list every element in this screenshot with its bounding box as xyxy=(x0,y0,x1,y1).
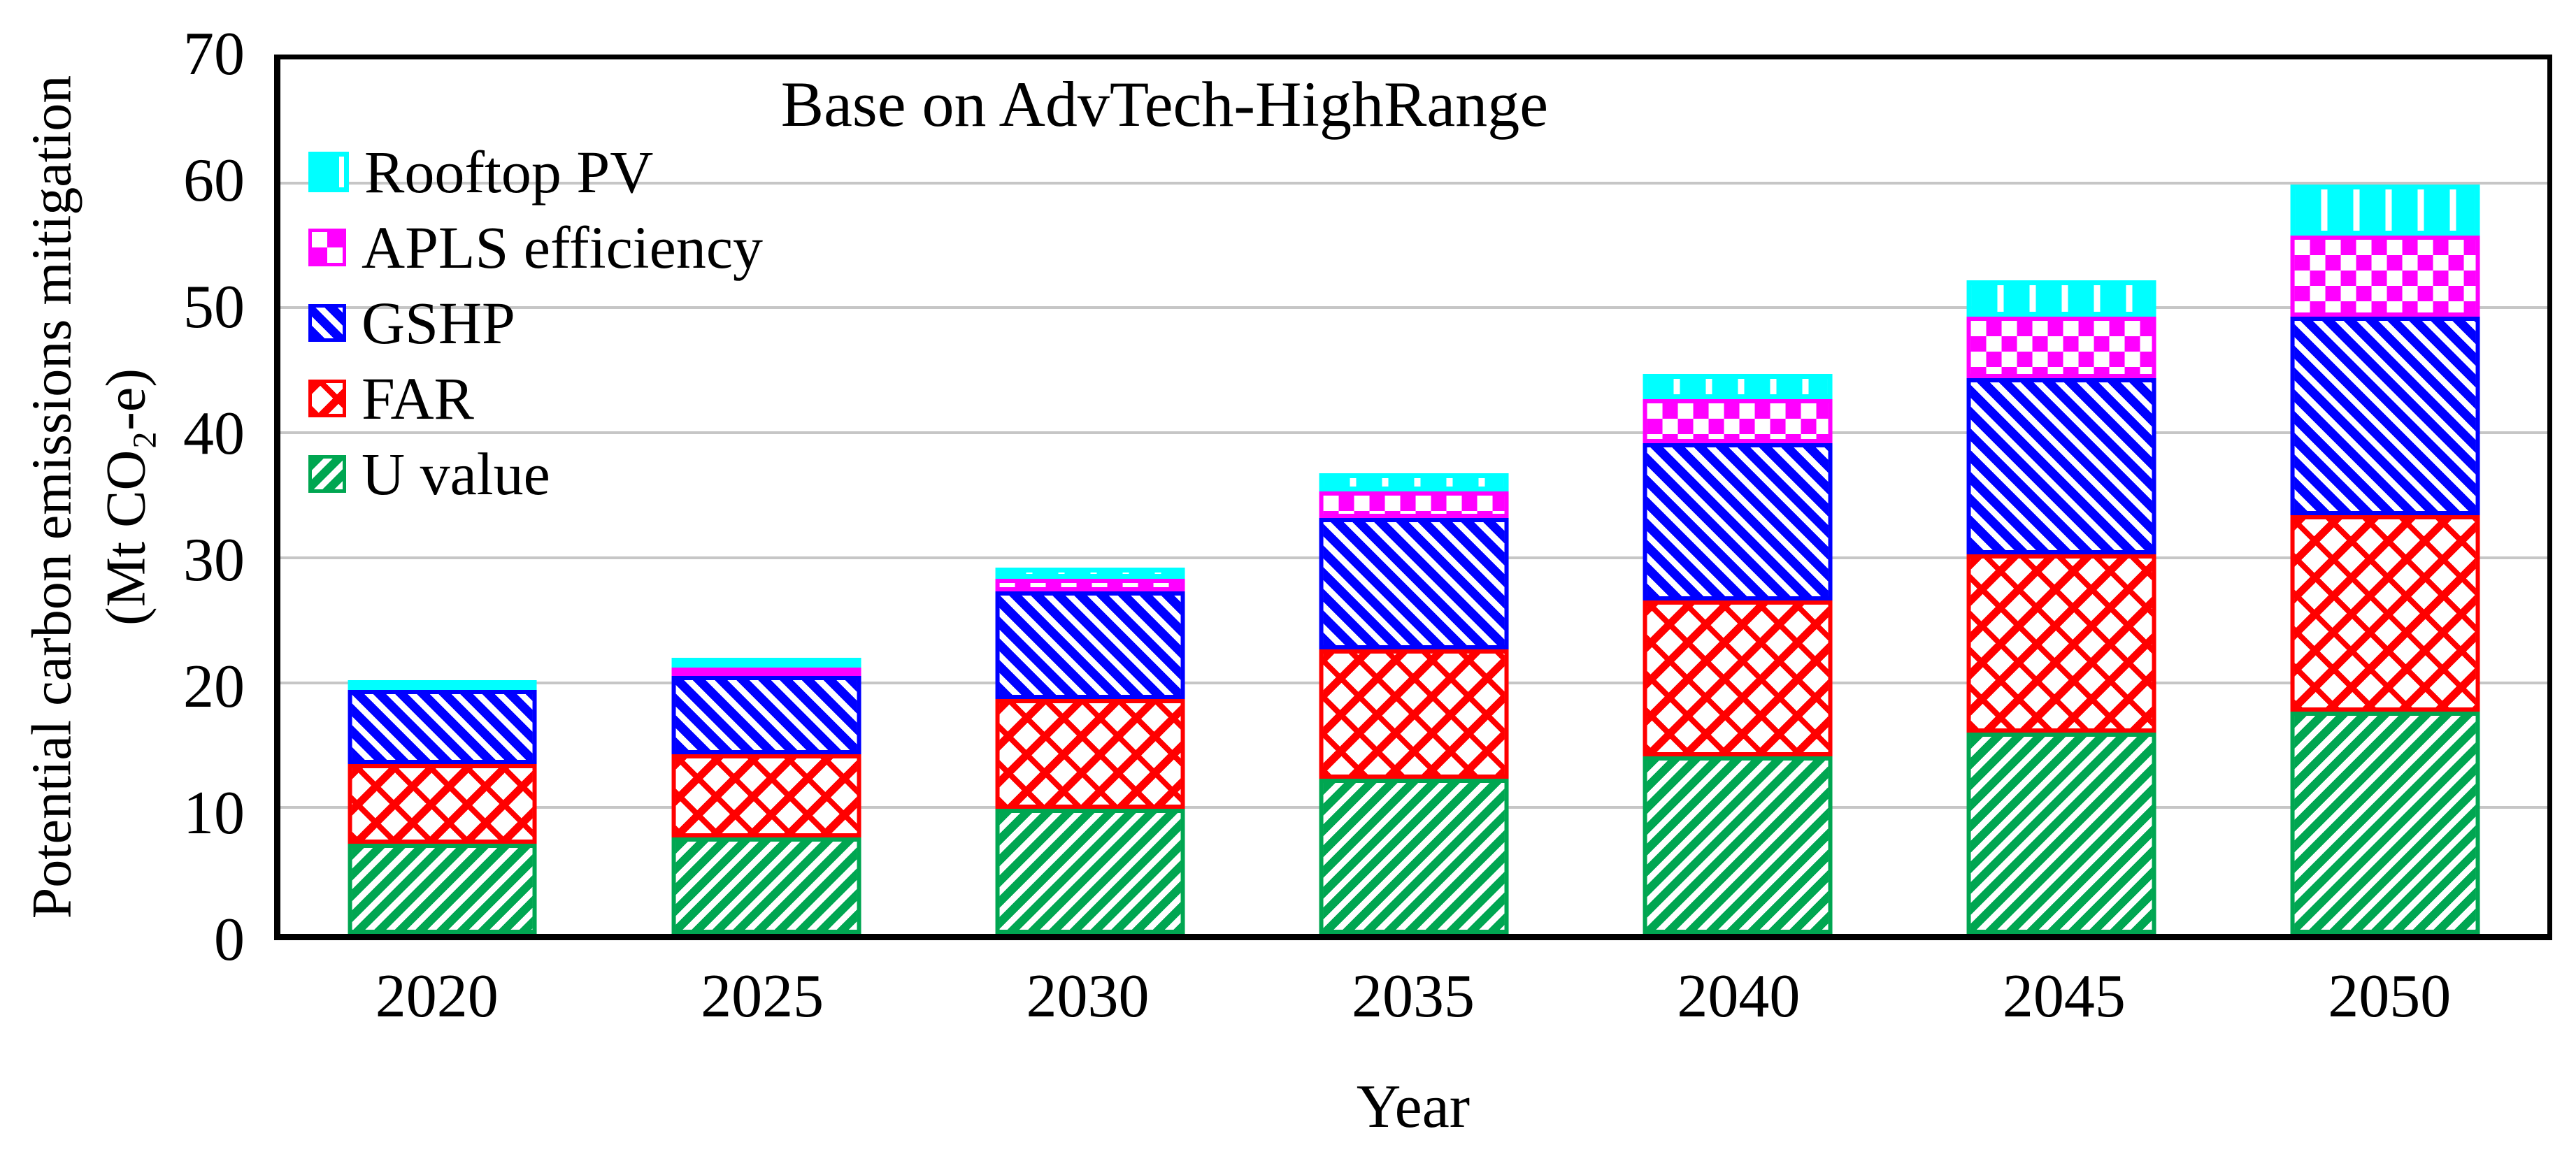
bar-segment-u-value-2040 xyxy=(1643,756,1833,934)
category-column-2020 xyxy=(280,59,604,934)
gridline-40 xyxy=(280,431,2547,435)
bar-segment-rooftop-pv-2040 xyxy=(1643,374,1833,400)
y-axis-ticks: 0 10 20 30 40 50 60 70 xyxy=(0,24,245,971)
bar-segment-far-2045 xyxy=(1966,554,2156,733)
bar-segment-apls-efficiency-2040 xyxy=(1643,399,1833,443)
bar-segment-far-2020 xyxy=(348,764,538,844)
y-axis-title-line2: (Mt CO₂-e) xyxy=(95,368,157,626)
x-tick-label-2030: 2030 xyxy=(1026,963,1150,1030)
legend-swatch-rooftop-pv xyxy=(308,152,349,192)
bar-segment-u-value-2050 xyxy=(2290,711,2480,934)
bar-segment-u-value-2035 xyxy=(1319,779,1509,934)
bar-segment-apls-efficiency-2030 xyxy=(995,579,1185,592)
plot-area: Base on AdvTech-HighRange Rooftop PV APLS… xyxy=(274,55,2552,940)
y-tick-label-10: 10 xyxy=(183,779,245,847)
bar-segment-far-2050 xyxy=(2290,515,2480,712)
bar-segment-gshp-2025 xyxy=(671,676,861,755)
legend-label-rooftop-pv: Rooftop PV xyxy=(364,138,654,206)
bar-segment-rooftop-pv-2050 xyxy=(2290,184,2480,236)
bar-segment-gshp-2045 xyxy=(1966,377,2156,554)
bar-segment-far-2025 xyxy=(671,754,861,837)
legend-item-rooftop-pv: Rooftop PV xyxy=(308,142,763,202)
bar-segment-rooftop-pv-2035 xyxy=(1319,473,1509,492)
legend-swatch-far xyxy=(308,380,346,417)
category-column-2045 xyxy=(1900,59,2224,934)
legend-swatch-gshp xyxy=(308,304,346,342)
bar-2030 xyxy=(995,568,1185,934)
bars-container xyxy=(280,59,2547,934)
bar-segment-rooftop-pv-2045 xyxy=(1966,280,2156,317)
legend-item-far: FAR xyxy=(308,368,763,429)
bar-2035 xyxy=(1319,473,1509,934)
legend-swatch-u-value xyxy=(308,455,346,493)
bar-segment-gshp-2020 xyxy=(348,690,538,765)
y-tick-label-20: 20 xyxy=(183,653,245,721)
legend-label-gshp: GSHP xyxy=(362,289,515,357)
bar-segment-apls-efficiency-2045 xyxy=(1966,317,2156,378)
bar-2040 xyxy=(1643,374,1833,934)
y-tick-label-40: 40 xyxy=(183,400,245,468)
bar-segment-apls-efficiency-2035 xyxy=(1319,491,1509,518)
legend-label-far: FAR xyxy=(362,365,474,432)
category-column-2035 xyxy=(1252,59,1575,934)
bar-2020 xyxy=(348,680,538,934)
legend-label-u-value: U value xyxy=(362,440,550,507)
y-axis-title-line1: Potential carbon emissions mitigation xyxy=(21,75,83,919)
bar-segment-apls-efficiency-2025 xyxy=(671,668,861,677)
bar-segment-rooftop-pv-2020 xyxy=(348,680,538,691)
x-axis-ticks: 2020 2025 2030 2035 2040 2045 2050 xyxy=(274,966,2552,1028)
category-column-2040 xyxy=(1576,59,1900,934)
category-column-2030 xyxy=(928,59,1252,934)
bar-segment-rooftop-pv-2025 xyxy=(671,658,861,668)
bar-segment-apls-efficiency-2050 xyxy=(2290,236,2480,317)
x-tick-label-2020: 2020 xyxy=(375,963,499,1030)
bar-segment-rooftop-pv-2030 xyxy=(995,568,1185,579)
bar-segment-far-2030 xyxy=(995,699,1185,809)
bar-segment-u-value-2025 xyxy=(671,837,861,934)
legend-item-gshp: GSHP xyxy=(308,293,763,353)
bar-segment-u-value-2020 xyxy=(348,843,538,934)
bar-segment-gshp-2030 xyxy=(995,591,1185,700)
legend: Rooftop PV APLS efficiency GSHP FAR U value xyxy=(308,142,763,504)
y-axis-title: Potential carbon emissions mitigation (M… xyxy=(15,75,163,919)
x-tick-label-2025: 2025 xyxy=(701,963,824,1030)
gridline-60 xyxy=(280,181,2547,185)
bar-segment-far-2040 xyxy=(1643,600,1833,757)
category-column-2050 xyxy=(2224,59,2547,934)
category-column-2025 xyxy=(604,59,928,934)
gridline-50 xyxy=(280,306,2547,310)
y-tick-label-60: 60 xyxy=(183,147,245,215)
x-tick-label-2045: 2045 xyxy=(2002,963,2126,1030)
bar-2045 xyxy=(1966,280,2156,934)
y-tick-label-30: 30 xyxy=(183,526,245,594)
bar-2025 xyxy=(671,658,861,934)
x-tick-label-2050: 2050 xyxy=(2328,963,2452,1030)
chart-title: Base on AdvTech-HighRange xyxy=(780,69,1549,140)
bar-2050 xyxy=(2290,184,2480,934)
x-tick-label-2040: 2040 xyxy=(1677,963,1801,1030)
x-axis-title: Year xyxy=(1356,1073,1471,1141)
bar-segment-gshp-2050 xyxy=(2290,317,2480,516)
bar-segment-u-value-2045 xyxy=(1966,733,2156,934)
y-tick-label-50: 50 xyxy=(183,273,245,341)
legend-swatch-apls-efficiency xyxy=(308,229,346,266)
bar-segment-gshp-2040 xyxy=(1643,442,1833,600)
x-tick-label-2035: 2035 xyxy=(1351,963,1475,1030)
legend-item-u-value: U value xyxy=(308,444,763,504)
bar-segment-gshp-2035 xyxy=(1319,517,1509,649)
bar-segment-far-2035 xyxy=(1319,649,1509,779)
y-tick-label-70: 70 xyxy=(183,20,245,88)
legend-label-apls-efficiency: APLS efficiency xyxy=(362,214,763,281)
bar-segment-u-value-2030 xyxy=(995,809,1185,934)
legend-item-apls-efficiency: APLS efficiency xyxy=(308,217,763,278)
y-tick-label-0: 0 xyxy=(214,906,245,974)
